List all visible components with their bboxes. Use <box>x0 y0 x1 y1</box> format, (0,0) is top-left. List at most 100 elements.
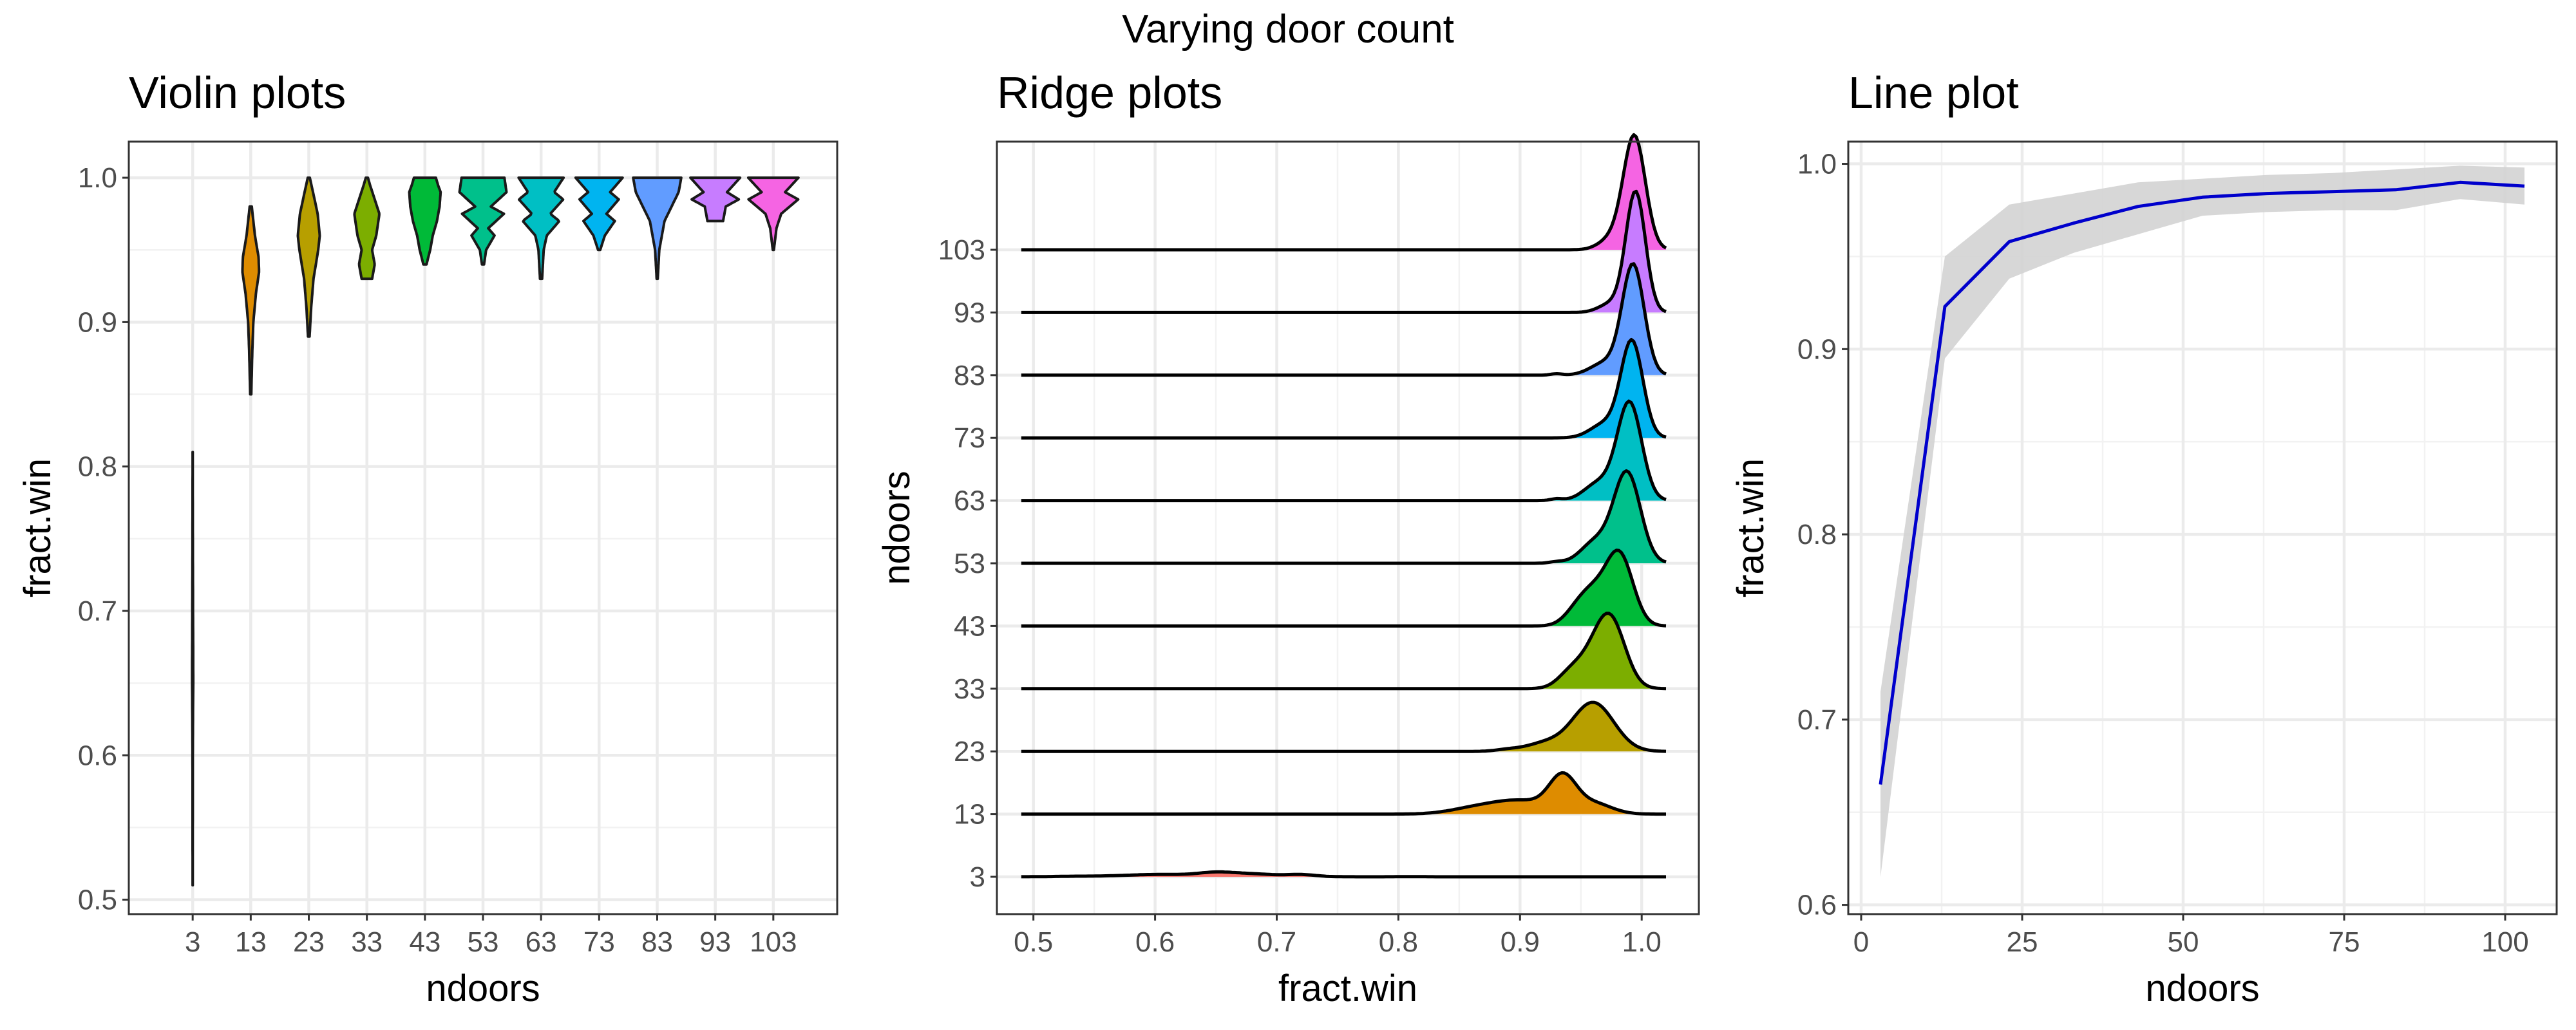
violin-panel-title: Violin plots <box>129 68 346 118</box>
violin-x-tick-label: 43 <box>409 926 440 958</box>
ridge-outline-93 <box>1021 189 1667 314</box>
ridge-y-tick-label: 83 <box>954 360 985 391</box>
violin-x-tick-label: 13 <box>235 926 267 958</box>
violin-53 <box>458 176 508 266</box>
violin-shapes <box>191 176 800 887</box>
line-x-tick-label: 0 <box>1853 926 1869 958</box>
violin-x-axis-label: ndoors <box>426 968 540 1009</box>
ridge-fill-83 <box>1021 263 1666 375</box>
ridge-y-axis-label: ndoors <box>876 471 918 585</box>
violin-x-tick-label: 23 <box>293 926 325 958</box>
ridge-fill-73 <box>1021 339 1666 438</box>
ridge-panel-title: Ridge plots <box>997 68 1222 118</box>
violin-y-tick-label: 0.9 <box>78 306 117 338</box>
violin-93 <box>689 176 742 223</box>
ridge-y-tick-label: 93 <box>954 297 985 328</box>
ridge-x-tick-label: 1.0 <box>1622 926 1662 958</box>
line-y-tick-label: 0.7 <box>1797 704 1837 736</box>
ridge-y-tick-label: 33 <box>954 673 985 705</box>
ridge-outline-23 <box>1021 700 1667 753</box>
ridge-outline-73 <box>1021 338 1667 440</box>
violin-axes: 0.5 0.6 0.7 0.8 0.9 1.0 3 13 23 33 43 53 63 73 83 93 103 <box>78 162 797 958</box>
ridge-fill-103 <box>1021 135 1666 250</box>
ridge-outline-43 <box>1021 548 1667 628</box>
violin-x-tick-label: 63 <box>526 926 557 958</box>
line-series <box>1879 165 2525 877</box>
figure-title: Varying door count <box>1122 7 1454 52</box>
violin-y-tick-label: 0.7 <box>78 595 117 627</box>
ridge-y-tick-label: 103 <box>938 234 985 266</box>
violin-y-tick-label: 1.0 <box>78 162 117 194</box>
ridge-y-tick-label: 43 <box>954 610 985 642</box>
violin-23 <box>296 176 321 338</box>
violin-panel: Violin plots 0.5 0.6 0.7 0.8 0.9 1.0 3 13 23 33 43… <box>17 68 838 1009</box>
line-y-axis-label: fract.win <box>1730 458 1772 597</box>
ridge-y-tick-label: 73 <box>954 422 985 454</box>
ridge-outline-53 <box>1021 469 1667 565</box>
line-panel: Line plot 0 25 50 75 100 0.6 0.7 0.8 0.9 1.0 ndoo… <box>1730 68 2558 1009</box>
ridge-outline-63 <box>1021 399 1667 503</box>
ridge-y-tick-label: 13 <box>954 799 985 830</box>
violin-x-tick-label: 103 <box>750 926 797 958</box>
ridge-outline-33 <box>1021 612 1667 691</box>
violin-x-tick-label: 33 <box>351 926 383 958</box>
line-panel-border <box>1847 140 2558 915</box>
ridge-x-tick-label: 0.6 <box>1135 926 1175 958</box>
violin-43 <box>408 176 442 266</box>
line-y-tick-label: 0.8 <box>1797 519 1837 550</box>
ridge-fill-53 <box>1021 471 1666 563</box>
ridge-outline-3 <box>1021 870 1666 879</box>
ridge-fill-63 <box>1021 401 1666 501</box>
ridge-x-axis-label: fract.win <box>1278 968 1417 1009</box>
line-axes: 0 25 50 75 100 0.6 0.7 0.8 0.9 1.0 <box>1797 149 2529 958</box>
violin-y-tick-label: 0.6 <box>78 740 117 771</box>
ridge-axes: 0.5 0.6 0.7 0.8 0.9 1.0 3 13 23 33 43 53 63 73 83 93 103 <box>938 234 1662 958</box>
violin-73 <box>574 176 624 252</box>
ridge-y-tick-label: 53 <box>954 548 985 579</box>
line-x-tick-label: 50 <box>2168 926 2199 958</box>
violin-y-tick-label: 0.8 <box>78 451 117 483</box>
ridge-outline-83 <box>1021 262 1667 377</box>
violin-x-tick-label: 73 <box>583 926 615 958</box>
violin-3 <box>191 451 195 887</box>
ridge-fill-93 <box>1021 191 1666 313</box>
ridge-x-tick-label: 0.7 <box>1257 926 1296 958</box>
violin-x-tick-label: 3 <box>185 926 200 958</box>
violin-33 <box>353 176 381 281</box>
line-y-tick-label: 1.0 <box>1797 149 1837 180</box>
violin-y-axis-label: fract.win <box>17 458 59 597</box>
mean-line <box>1879 180 2525 785</box>
ridge-shapes <box>1021 133 1667 879</box>
line-x-tick-label: 25 <box>2007 926 2038 958</box>
ridge-fill-13 <box>1021 772 1666 814</box>
ridge-x-tick-label: 0.8 <box>1379 926 1418 958</box>
violin-103 <box>746 176 800 252</box>
line-panel-title: Line plot <box>1848 68 2019 118</box>
ridge-x-tick-label: 0.5 <box>1014 926 1053 958</box>
ridge-x-tick-label: 0.9 <box>1501 926 1540 958</box>
violin-13 <box>241 205 261 396</box>
line-y-tick-label: 0.6 <box>1797 890 1837 921</box>
line-x-axis-label: ndoors <box>2145 968 2259 1009</box>
violin-x-tick-label: 93 <box>699 926 731 958</box>
line-x-tick-label: 100 <box>2481 926 2528 958</box>
ridge-panel-border <box>996 140 1700 915</box>
line-x-tick-label: 75 <box>2329 926 2360 958</box>
ridge-y-tick-label: 23 <box>954 736 985 767</box>
ridge-gridlines <box>997 142 1699 914</box>
ridge-y-tick-label: 3 <box>970 861 985 893</box>
violin-y-tick-label: 0.5 <box>78 885 117 916</box>
violin-63 <box>517 176 565 281</box>
line-y-tick-label: 0.9 <box>1797 333 1837 365</box>
ridge-y-tick-label: 63 <box>954 485 985 517</box>
ridge-panel: Ridge plots 0.5 0.6 0.7 0.8 0.9 1.0 3 13 23 33 43 5… <box>876 68 1700 1009</box>
ridge-fill-33 <box>1021 613 1666 689</box>
violin-gridlines <box>129 142 837 914</box>
violin-x-tick-label: 83 <box>641 926 673 958</box>
violin-83 <box>632 176 683 281</box>
violin-x-tick-label: 53 <box>468 926 499 958</box>
ridge-fill-23 <box>1021 702 1666 752</box>
ridge-outline-103 <box>1021 133 1667 252</box>
ridge-outline-13 <box>1021 771 1666 816</box>
